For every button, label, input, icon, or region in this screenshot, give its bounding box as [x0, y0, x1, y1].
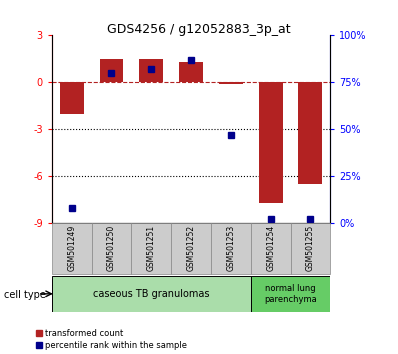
- Bar: [179, 62, 203, 82]
- Bar: [92, 223, 131, 274]
- Bar: [219, 82, 243, 84]
- Text: GSM501251: GSM501251: [147, 224, 156, 271]
- Bar: [291, 223, 330, 274]
- Bar: [100, 59, 123, 82]
- Bar: [171, 223, 211, 274]
- Bar: [131, 223, 171, 274]
- Bar: [139, 59, 163, 82]
- Bar: [298, 82, 322, 184]
- Text: GSM501253: GSM501253: [226, 224, 235, 271]
- Text: cell type: cell type: [4, 290, 46, 299]
- Bar: [211, 223, 251, 274]
- Text: GSM501255: GSM501255: [306, 224, 315, 271]
- Bar: [259, 82, 283, 203]
- Bar: [251, 223, 291, 274]
- Text: GDS4256 / g12052883_3p_at: GDS4256 / g12052883_3p_at: [107, 23, 291, 36]
- Bar: [52, 276, 251, 312]
- Text: GSM501254: GSM501254: [266, 224, 275, 271]
- Text: GSM501249: GSM501249: [67, 224, 76, 271]
- Bar: [251, 276, 330, 312]
- Bar: [52, 223, 92, 274]
- Text: GSM501250: GSM501250: [107, 224, 116, 271]
- Text: normal lung
parenchyma: normal lung parenchyma: [264, 284, 317, 303]
- Legend: transformed count, percentile rank within the sample: transformed count, percentile rank withi…: [36, 329, 187, 350]
- Bar: [60, 82, 84, 114]
- Text: GSM501252: GSM501252: [187, 224, 195, 271]
- Text: caseous TB granulomas: caseous TB granulomas: [93, 289, 209, 299]
